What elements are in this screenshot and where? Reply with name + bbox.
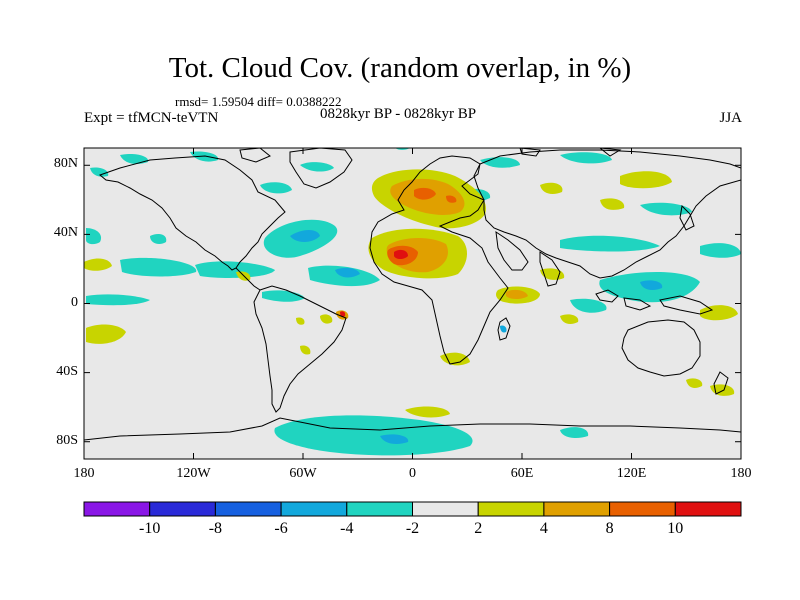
period-label: 0828kyr BP - 0828kyr BP (320, 106, 477, 122)
colorbar (83, 501, 742, 517)
colorbar-swatch (412, 501, 479, 517)
antarctica-outline (84, 417, 741, 441)
new-zealand-outline (713, 371, 729, 395)
lon-tick-label: 120W (176, 466, 211, 481)
colorbar-label: -4 (340, 520, 354, 537)
colorbar-swatch (280, 501, 348, 517)
stats-label: rmsd= 1.59504 diff= 0.0388222 (175, 94, 342, 109)
colorbar-swatch (609, 501, 676, 517)
colorbar-swatch (149, 501, 216, 517)
negative-anomaly-patches (86, 148, 741, 456)
colorbar-swatch (346, 501, 413, 517)
lon-tick-label: 60E (510, 466, 534, 481)
lat-tick-label: 0 (71, 294, 78, 310)
lon-tick-label: 120E (616, 466, 647, 481)
lat-tick-label: 80N (53, 156, 78, 172)
madagascar-outline (497, 317, 511, 341)
positive-strong-patches (340, 187, 457, 317)
lon-tick-label: 180 (730, 466, 752, 481)
greenland-outline (289, 148, 353, 189)
colorbar-swatch (83, 501, 151, 517)
experiment-label: Expt = tfMCN-teVTN (84, 110, 219, 126)
lat-tick-label: 40N (53, 225, 78, 241)
lon-tick-label: 0 (409, 466, 416, 481)
map-title: Tot. Cloud Cov. (random overlap, in %) (168, 52, 632, 84)
anomaly-layer (84, 148, 741, 456)
colorbar-swatch (477, 501, 545, 517)
australia-outline (621, 319, 701, 377)
season-label: JJA (719, 110, 742, 126)
indonesia-outline (595, 289, 714, 315)
arabia-india-outline (495, 230, 561, 287)
japan-outline (679, 204, 695, 231)
europe-africa-outline (369, 155, 509, 365)
central-america-outline (235, 267, 261, 291)
north-america-outline (99, 155, 286, 271)
lon-tick-label: 60W (289, 466, 317, 481)
negative-anomaly-cores (290, 230, 663, 444)
colorbar-label: -2 (405, 520, 420, 537)
colorbar-label: -6 (274, 520, 288, 537)
asia-outline (473, 149, 741, 279)
colorbar-swatch (543, 501, 611, 517)
colorbar-label: -8 (208, 520, 223, 537)
colorbar-label: 8 (605, 520, 614, 537)
south-america-outline (253, 285, 347, 413)
colorbar-label: 4 (539, 520, 548, 537)
lat-tick-label: 80S (56, 432, 78, 448)
axis-ticks (83, 148, 742, 459)
colorbar-label: 2 (474, 520, 483, 537)
colorbar-label: 10 (667, 520, 684, 537)
lon-tick-label: 180 (73, 466, 95, 481)
colorbar-swatch (214, 501, 282, 517)
lat-tick-label: 40S (56, 363, 78, 379)
colorbar-label: -10 (139, 520, 161, 537)
colorbar-swatch (674, 501, 742, 517)
